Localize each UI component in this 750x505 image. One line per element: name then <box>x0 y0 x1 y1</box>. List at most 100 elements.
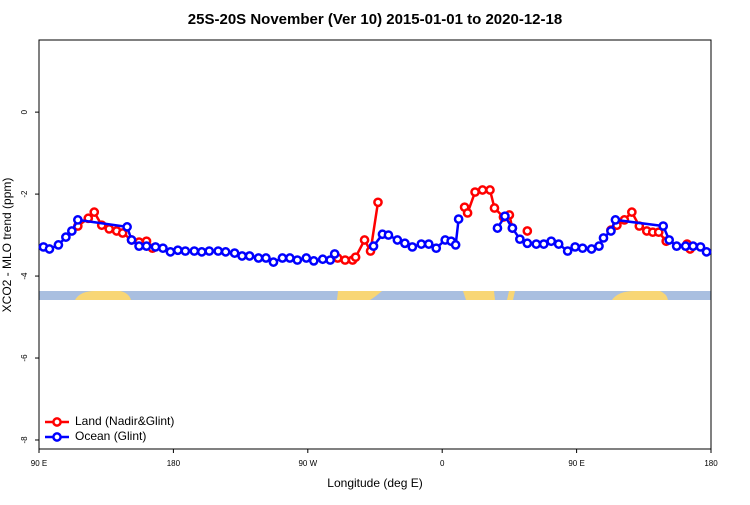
data-point <box>89 207 100 217</box>
data-point <box>627 207 637 217</box>
series-line <box>463 188 514 229</box>
legend-marker <box>52 432 62 442</box>
legend-marker <box>52 417 62 427</box>
data-point <box>522 226 533 236</box>
data-point <box>158 243 168 254</box>
data-point <box>141 241 152 251</box>
data-point <box>368 241 379 251</box>
land-strip <box>612 291 668 300</box>
data-point <box>104 224 115 234</box>
data-point <box>431 243 442 254</box>
land-strip <box>507 291 515 300</box>
plot-frame <box>38 39 712 450</box>
data-point <box>531 239 542 249</box>
x-tick-label: 180 <box>704 459 718 468</box>
data-point <box>383 230 394 240</box>
data-point <box>658 221 669 231</box>
x-tick-label: 90 W <box>298 459 317 468</box>
data-point <box>359 235 370 245</box>
legend-label: Land (Nadir&Glint) <box>75 414 174 428</box>
x-axis-label: Longitude (deg E) <box>327 476 422 490</box>
data-point <box>268 257 279 267</box>
data-point <box>117 228 128 238</box>
data-point <box>277 253 288 263</box>
data-point <box>598 233 609 243</box>
data-point <box>292 255 303 265</box>
data-point <box>594 241 604 251</box>
data-point <box>688 241 698 251</box>
data-point <box>253 253 264 263</box>
data-point <box>680 241 691 251</box>
data-point <box>577 243 588 254</box>
data-point <box>204 246 215 256</box>
data-point <box>220 247 231 257</box>
data-point <box>213 246 224 256</box>
data-point <box>261 253 271 263</box>
data-point <box>400 238 410 249</box>
data-point <box>317 254 328 265</box>
data-point <box>229 248 240 258</box>
data-point <box>308 256 319 266</box>
data-point <box>350 252 361 263</box>
data-point <box>485 185 495 195</box>
data-point <box>416 239 427 249</box>
data-point <box>180 246 191 256</box>
map-strip <box>39 291 711 300</box>
chart-title: 25S-20S November (Ver 10) 2015-01-01 to … <box>188 11 562 28</box>
data-point <box>407 242 418 252</box>
data-point <box>72 215 83 225</box>
data-point <box>150 242 161 252</box>
data-point <box>453 214 464 224</box>
data-point <box>606 226 616 236</box>
data-point <box>470 187 480 197</box>
y-tick-label: -8 <box>20 436 29 444</box>
data-point <box>126 235 137 245</box>
data-point <box>671 241 682 251</box>
data-point <box>392 235 403 245</box>
x-tick-label: 90 E <box>31 459 47 468</box>
data-point <box>237 251 247 261</box>
data-point <box>340 255 350 265</box>
x-tick-label: 0 <box>440 459 445 468</box>
y-tick-label: 0 <box>20 109 29 114</box>
data-point <box>695 242 706 252</box>
data-point <box>244 251 255 261</box>
data-point <box>373 197 383 208</box>
data-point <box>522 238 533 249</box>
legend-label: Ocean (Glint) <box>75 429 146 443</box>
y-axis-label: XCO2 - MLO trend (ppm) <box>0 178 14 313</box>
land-strip <box>337 291 382 300</box>
y-tick-label: -4 <box>20 272 29 280</box>
land-strip <box>75 291 131 300</box>
data-point <box>325 255 336 265</box>
data-point <box>44 244 55 254</box>
x-tick-label: 90 E <box>568 459 584 468</box>
data-point <box>489 203 500 213</box>
data-point <box>196 247 207 257</box>
land-strip <box>463 291 495 300</box>
data-point <box>610 215 621 225</box>
y-tick-label: -2 <box>20 190 29 198</box>
data-point <box>477 185 488 195</box>
data-point <box>507 223 518 233</box>
data-point <box>301 253 312 263</box>
data-point <box>664 235 675 245</box>
data-point <box>285 253 295 263</box>
data-point <box>189 246 200 256</box>
data-point <box>122 222 132 232</box>
data-point <box>701 247 712 257</box>
y-tick-label: -6 <box>20 354 29 362</box>
data-point <box>515 234 525 245</box>
data-point <box>492 223 503 233</box>
data-point <box>134 241 144 251</box>
data-point <box>546 236 557 247</box>
data-point <box>462 208 473 218</box>
data-point <box>53 240 64 250</box>
data-point <box>500 211 510 222</box>
data-point <box>586 244 597 254</box>
data-point <box>538 239 549 249</box>
data-point <box>653 227 664 238</box>
data-point <box>423 239 434 249</box>
x-tick-label: 180 <box>167 459 181 468</box>
data-point <box>67 226 77 236</box>
